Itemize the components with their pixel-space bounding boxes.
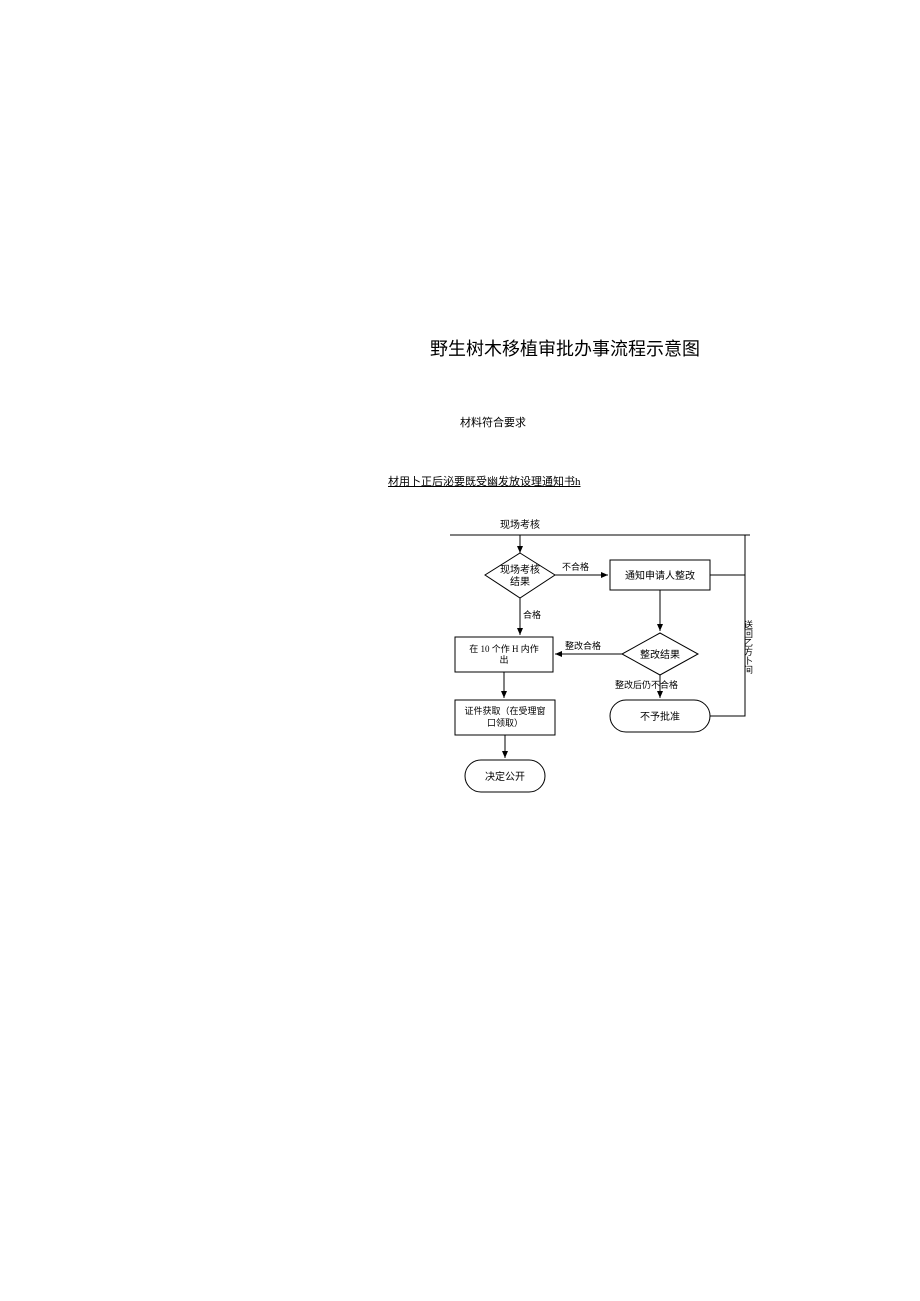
node-check-result-l2: 结果 — [510, 575, 530, 588]
node-get-cert-l1: 证件获取（在受理窗 — [464, 705, 545, 716]
node-reject-label: 不予批准 — [640, 710, 680, 723]
edge-n2-n4-label: 合格 — [523, 609, 541, 620]
edge-n5-n4-label: 整改合格 — [565, 640, 601, 651]
node-get-cert-l2: 口领取） — [487, 717, 523, 728]
node-rectify-result-label: 整改结果 — [640, 648, 680, 661]
edge-feedback-top — [710, 535, 745, 575]
node-decide-10days-l2: 出 — [499, 654, 508, 665]
node-decide-10days-l1: 在 10 个作 H 内作 — [469, 643, 539, 654]
edge-feedback-bottom — [710, 575, 745, 716]
node-check-result-l1: 现场考核 — [500, 563, 540, 576]
side-vertical-label: 送回乙方卜间 — [743, 619, 753, 675]
node-publish-label: 决定公开 — [485, 770, 525, 783]
node-onsite-check: 现场考核 — [500, 518, 540, 531]
flowchart: 现场考核 现场考核 结果 不合格 通知申请人整改 合格 在 10 个作 H 内作… — [0, 0, 920, 1301]
node-notify-rectify-label: 通知申请人整改 — [625, 569, 695, 582]
edge-n5-n7-label: 整改后仍不合格 — [615, 679, 678, 690]
edge-n2-n3-label: 不合格 — [562, 561, 589, 572]
